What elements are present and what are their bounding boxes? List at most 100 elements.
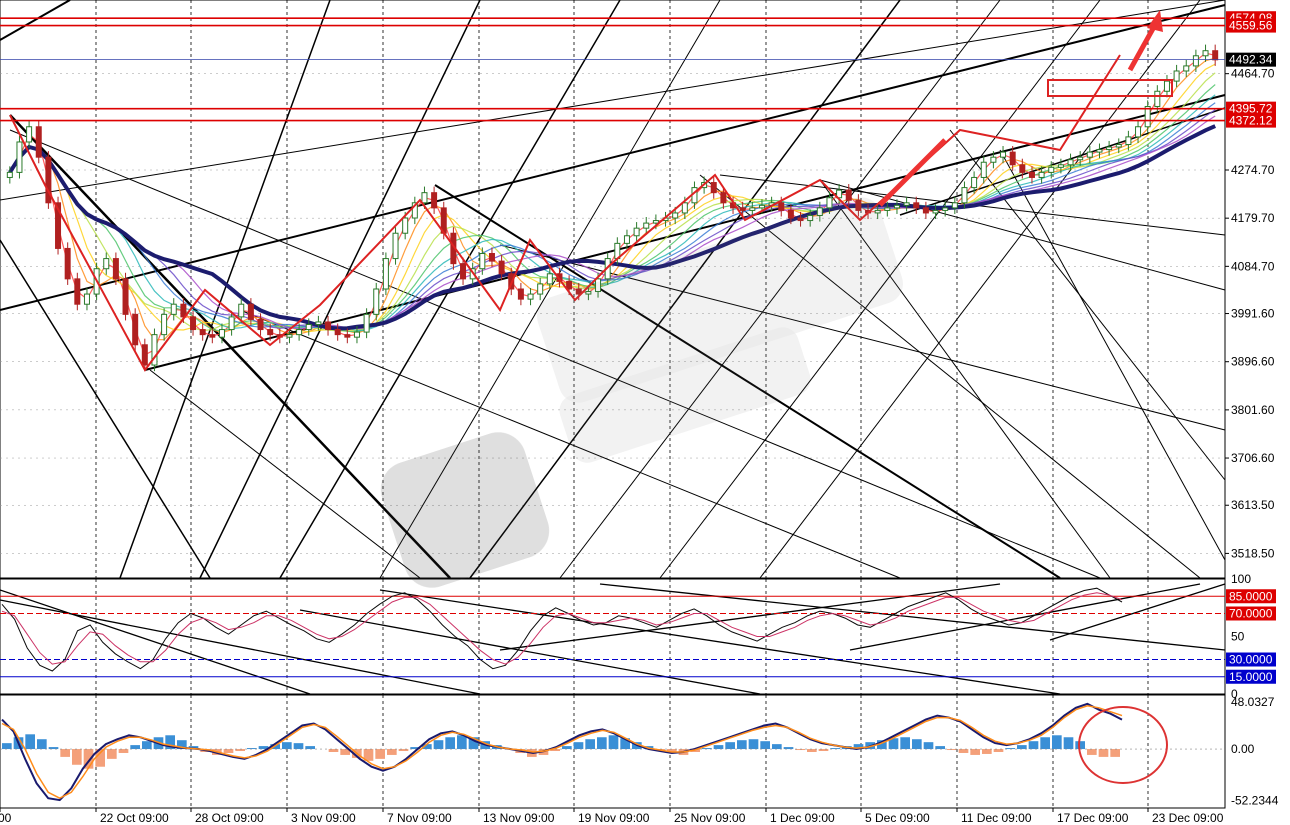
trendline: [699, 174, 1201, 579]
trendline: [0, 0, 1226, 201]
watermark-band: [537, 197, 903, 403]
macd-histogram-bar: [1098, 749, 1109, 757]
candle-body: [623, 235, 630, 244]
macd-y-tick-label: -52.2344: [1231, 793, 1279, 807]
target-box: [1047, 79, 1173, 97]
price-tag-label: 4492.34: [1229, 53, 1273, 67]
stochastic-trendline: [849, 583, 1201, 651]
candle-body: [566, 280, 573, 290]
macd-histogram-bar: [340, 749, 350, 755]
macd-histogram-bar: [433, 740, 444, 750]
macd-histogram-bar: [258, 746, 269, 750]
macd-histogram-bar: [107, 749, 117, 759]
zigzag-line: [9, 54, 1121, 372]
macd-histogram-bar: [737, 740, 747, 750]
watermark-logo: [380, 432, 550, 588]
macd-histogram-bar: [853, 744, 864, 750]
macd-histogram-bar: [118, 749, 129, 753]
macd-histogram-bar: [970, 749, 980, 755]
macd-histogram-bar: [363, 749, 374, 761]
candle-body: [546, 273, 553, 285]
candle-body: [1135, 126, 1142, 138]
macd-histogram-bar: [935, 746, 945, 750]
stochastic-vertical-grid: [95, 579, 1149, 694]
arrow-head: [1147, 10, 1163, 32]
candle-body: [238, 303, 245, 318]
candle-body: [488, 253, 495, 262]
macd-histogram-bar: [72, 749, 82, 765]
candle-body: [344, 334, 351, 338]
macd-histogram-bar: [177, 740, 187, 750]
macd-histogram-bar: [807, 749, 817, 752]
macd-histogram-bar: [468, 737, 479, 750]
stochastic-trendline: [299, 609, 761, 695]
candle-body: [778, 202, 785, 211]
candle-body: [884, 207, 891, 211]
trendline: [0, 239, 211, 579]
macd-histogram-bar: [457, 735, 467, 750]
candle-body: [1173, 70, 1180, 82]
candle-body: [218, 329, 225, 338]
candle-body: [247, 303, 254, 320]
macd-histogram-bar: [1052, 735, 1062, 750]
macd-histogram-bar: [188, 746, 199, 750]
candle-body: [672, 212, 679, 219]
stochastic-y-axis: 100 50 0: [1231, 572, 1251, 701]
x-tick-label: 3 Nov 09:00: [291, 811, 356, 825]
candle-body: [373, 288, 380, 315]
candle-body: [382, 258, 389, 290]
candle-body: [893, 204, 900, 209]
y-tick-label: 3706.60: [1231, 451, 1275, 465]
price-panel-frame: [0, 0, 1226, 579]
macd-y-axis: 48.0327 0.00 -52.2344: [1231, 695, 1279, 808]
price-y-axis: 4464.70 4274.70 4179.70 4084.70 3991.60 3896.…: [1225, 67, 1275, 560]
price-tag-box: [1226, 52, 1276, 67]
macd-histogram-bar: [2, 743, 12, 750]
candle-body: [932, 209, 939, 214]
stochastic-lines: [1, 587, 1123, 672]
macd-histogram-bar: [387, 749, 397, 755]
candle-body: [209, 334, 216, 338]
x-tick-label: 9:00: [0, 811, 12, 825]
price-tag-label: 4395.72: [1229, 102, 1273, 116]
stochastic-line: [1, 592, 1123, 665]
trendline: [659, 0, 1101, 579]
candle-body: [122, 278, 129, 315]
candle-body: [575, 288, 582, 295]
stochastic-level-box: [1226, 606, 1276, 621]
macd-histogram-bar: [293, 743, 304, 750]
macd-histogram-bar: [818, 749, 829, 752]
macd-histogram-bar: [410, 747, 420, 750]
macd-histogram-bar: [597, 737, 607, 750]
macd-histogram-bar: [783, 747, 794, 750]
stochastic-level-label: 15.0000: [1229, 670, 1273, 684]
candle-body: [595, 278, 602, 293]
candle-body: [161, 313, 168, 336]
stochastic-level-box: [1226, 669, 1276, 684]
stochastic-trendline: [1049, 583, 1226, 641]
macd-histogram-bar: [60, 749, 70, 757]
macd-histogram-bar: [912, 739, 922, 750]
trendline: [199, 0, 481, 579]
stochastic-level-label: 85.0000: [1229, 589, 1273, 603]
candle-body: [132, 313, 139, 346]
candle-body: [845, 189, 852, 201]
highlight-circle: [1078, 706, 1168, 784]
macd-histogram-bar: [608, 735, 619, 750]
macd-histogram-bar: [1110, 749, 1120, 757]
candle-body: [190, 316, 197, 331]
watermark: [380, 197, 903, 588]
macd-y-tick-label: 48.0327: [1231, 695, 1275, 709]
candle-body: [517, 288, 524, 300]
macd-histogram-bar: [573, 742, 584, 750]
macd-histogram-bar: [748, 739, 759, 750]
candle-body: [1144, 105, 1151, 128]
macd-histogram-bar: [445, 737, 455, 750]
trendline: [0, 4, 1226, 311]
trendline: [0, 0, 71, 41]
candle-body: [922, 207, 929, 214]
candle-body: [855, 199, 862, 211]
candle-body: [1028, 171, 1035, 178]
watermark-band: [559, 327, 811, 463]
stochastic-panel: [0, 578, 1226, 695]
